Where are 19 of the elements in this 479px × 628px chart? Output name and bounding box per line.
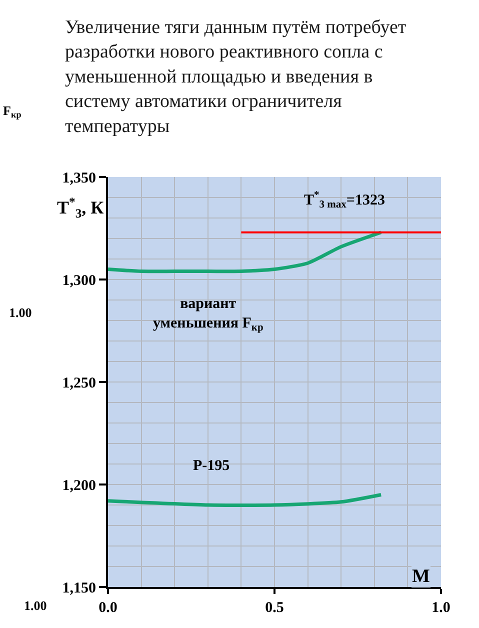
y-tick-label: 1,300 (62, 272, 96, 289)
y-tick-label: 1,350 (62, 170, 96, 186)
text: 1.00 (24, 598, 47, 613)
line-series (108, 493, 383, 507)
y-tick-label: 1,150 (62, 580, 96, 596)
text: Увеличение тяги данным путём потребует разработки нового реактивного сопла с уменьшенной площадью и введения в систему автоматики ограничителя температуры (65, 17, 407, 137)
text: Р-195 (193, 458, 230, 474)
text: F$_{кр}$ (3, 103, 22, 120)
x-tick-label: 1.0 (432, 600, 450, 616)
x-tick-label: 0.5 (265, 600, 284, 616)
y-tick-label: 1,250 (62, 375, 96, 392)
y-axis-title: T$^{*}$$_{3}$, К (57, 195, 104, 220)
x-axis-title: M (412, 566, 430, 587)
text: 1.00 (9, 305, 32, 320)
y-tick-label: 1,200 (62, 478, 96, 494)
line-series (108, 230, 383, 274)
series-label: вариант уменьшения F$_{кр}$ (153, 296, 264, 334)
series-label: T$^{*}$$_{3 max}$=1323 (304, 190, 385, 210)
x-tick-label: 0.0 (98, 600, 118, 616)
